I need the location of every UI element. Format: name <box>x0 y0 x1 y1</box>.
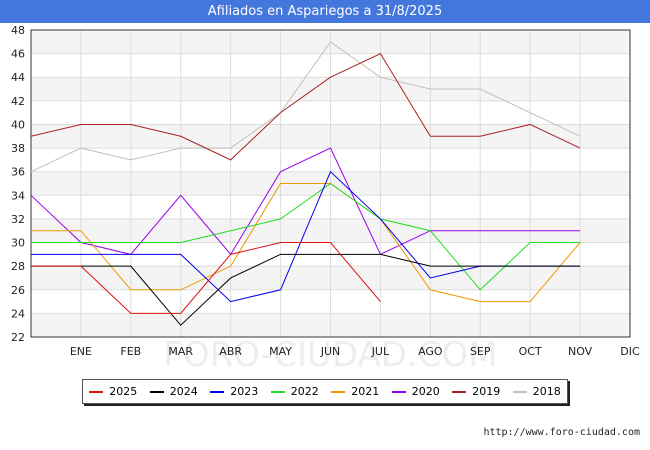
y-tick-label: 26 <box>11 284 25 297</box>
x-tick-label: JUN <box>320 345 341 358</box>
y-tick-label: 38 <box>11 142 25 155</box>
plot-frame <box>30 29 631 338</box>
x-tick-label: DIC <box>620 345 640 358</box>
legend-swatch-2023 <box>210 390 225 393</box>
x-tick-label: OCT <box>519 345 542 358</box>
legend-item-2021: 2021 <box>331 385 379 398</box>
y-tick-label: 46 <box>11 48 25 61</box>
legend-label-2025: 2025 <box>109 385 138 398</box>
x-tick-label: FEB <box>120 345 141 358</box>
x-tick-label: MAR <box>168 345 193 358</box>
y-tick-label: 30 <box>11 237 25 250</box>
legend-item-2023: 2023 <box>210 385 258 398</box>
y-tick-label: 44 <box>11 71 25 84</box>
y-tick-label: 48 <box>11 24 25 37</box>
series-line-2019 <box>30 52 581 161</box>
legend-item-2025: 2025 <box>89 385 137 398</box>
chart-title: Afiliados en Aspariegos a 31/8/2025 <box>0 0 650 23</box>
y-tick-label: 40 <box>11 118 25 131</box>
y-tick-label: 24 <box>11 307 25 320</box>
y-tick-label: 42 <box>11 95 25 108</box>
series-line-2024 <box>31 253 581 326</box>
y-tick-label: 32 <box>11 213 25 226</box>
legend-swatch-2021 <box>331 390 346 393</box>
legend-label-2021: 2021 <box>351 385 380 398</box>
x-tick-label: ABR <box>219 345 242 358</box>
chart-legend: 2025 2024 2023 2022 2021 2020 2019 2018 <box>82 379 568 404</box>
legend-label-2023: 2023 <box>230 385 259 398</box>
y-tick-label: 28 <box>11 260 25 273</box>
legend-label-2018: 2018 <box>532 385 561 398</box>
legend-item-2022: 2022 <box>270 385 319 398</box>
legend-swatch-2024 <box>149 390 164 393</box>
y-tick-label: 34 <box>11 189 25 202</box>
legend-label-2019: 2019 <box>472 385 501 398</box>
series-line-2022 <box>31 182 581 291</box>
x-tick-label: JUL <box>371 345 390 358</box>
legend-label-2020: 2020 <box>411 385 440 398</box>
legend-item-2020: 2020 <box>391 385 440 398</box>
legend-item-2018: 2018 <box>512 385 561 398</box>
x-tick-label: AGO <box>418 345 443 358</box>
legend-item-2024: 2024 <box>149 385 198 398</box>
legend-label-2022: 2022 <box>290 385 319 398</box>
x-tick-label: ENE <box>70 345 92 358</box>
series-line-2018 <box>30 41 581 173</box>
x-tick-label: SEP <box>470 345 491 358</box>
legend-item-2019: 2019 <box>452 385 500 398</box>
legend-swatch-2018 <box>512 390 527 393</box>
y-tick-label: 36 <box>11 166 25 179</box>
legend-swatch-2025 <box>89 390 104 393</box>
x-tick-label: MAY <box>269 345 292 358</box>
legend-swatch-2019 <box>452 390 467 393</box>
legend-swatch-2022 <box>270 390 285 393</box>
x-tick-label: NOV <box>568 345 593 358</box>
watermark-text: FORO-CIUDAD.COM <box>163 335 497 375</box>
legend-label-2024: 2024 <box>169 385 198 398</box>
y-tick-label: 22 <box>11 331 25 344</box>
series-line-2025 <box>31 242 381 314</box>
legend-swatch-2020 <box>391 390 406 393</box>
series-line-2021 <box>31 183 581 303</box>
series-line-2020 <box>30 147 581 256</box>
footer-url[interactable]: http://www.foro-ciudad.com <box>483 427 640 438</box>
